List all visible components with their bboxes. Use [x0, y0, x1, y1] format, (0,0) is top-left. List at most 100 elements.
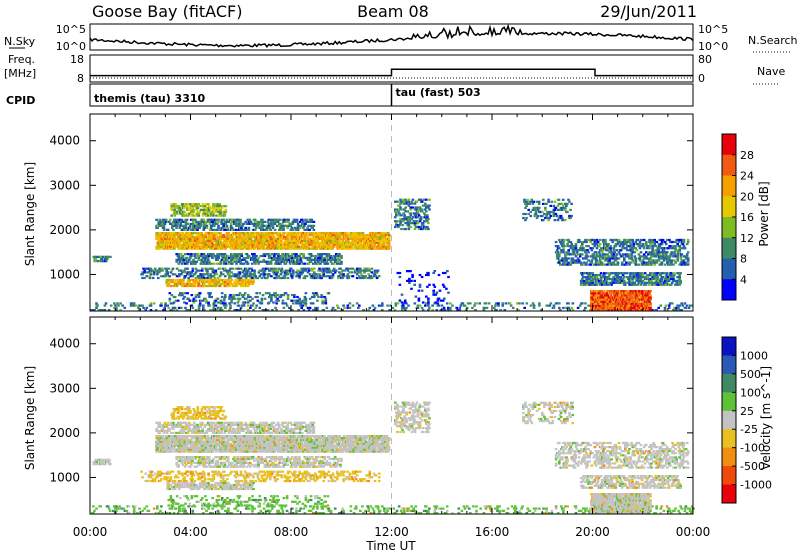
echo-cell — [230, 295, 233, 299]
echo-cell — [271, 224, 275, 227]
echo-cell — [675, 238, 678, 242]
echo-cell — [320, 243, 324, 246]
echo-cell — [275, 224, 279, 227]
echo-cell — [530, 200, 534, 203]
echo-cell — [346, 304, 350, 307]
echo-cell — [681, 243, 685, 246]
echo-cell — [246, 222, 250, 225]
echo-cell — [197, 306, 201, 309]
echo-cell — [309, 260, 313, 263]
echo-cell — [686, 257, 690, 260]
echo-cell — [239, 280, 243, 284]
echo-cell — [296, 222, 300, 225]
echo-cell — [493, 306, 496, 309]
echo-cell — [366, 269, 369, 272]
echo-cell — [419, 216, 423, 219]
echo-cell — [313, 235, 317, 239]
echo-cell — [235, 262, 238, 265]
nave-label: Nave — [757, 65, 785, 78]
echo-cell — [213, 282, 217, 286]
echo-cell — [241, 280, 245, 284]
echo-cell — [188, 245, 192, 248]
echo-cell — [196, 237, 199, 240]
echo-cell — [338, 239, 342, 242]
echo-cell — [557, 202, 561, 205]
echo-cell — [235, 309, 239, 312]
echo-cell — [607, 255, 610, 258]
echo-cell — [287, 258, 291, 261]
echo-cell — [203, 208, 207, 211]
echo-cell — [416, 306, 420, 309]
echo-cell — [347, 237, 350, 240]
echo-cell — [377, 275, 381, 278]
echo-cell — [371, 243, 374, 246]
echo-cell — [207, 275, 210, 278]
echo-cell — [612, 253, 616, 256]
echo-cell — [202, 224, 206, 227]
echo-cell — [264, 247, 267, 250]
echo-cell — [164, 302, 167, 305]
echo-cell — [207, 208, 211, 211]
echo-cell — [223, 304, 226, 307]
echo-cell — [651, 253, 654, 256]
echo-cell — [377, 247, 381, 250]
echo-cell — [673, 255, 676, 258]
echo-cell — [199, 222, 202, 225]
echo-cell — [258, 237, 261, 240]
echo-cell — [280, 267, 284, 270]
echo-cell — [604, 238, 607, 242]
echo-cell — [403, 216, 406, 219]
echo-cell — [107, 255, 110, 258]
echo-cell — [249, 243, 253, 246]
echo-cell — [558, 255, 561, 258]
echo-cell — [325, 275, 329, 278]
echo-cell — [321, 258, 324, 261]
echo-cell — [277, 239, 281, 242]
echo-cell — [525, 204, 528, 207]
echo-cell — [545, 214, 548, 218]
echo-cell — [415, 220, 419, 223]
echo-cell — [215, 309, 219, 312]
echo-cell — [398, 224, 401, 227]
echo-cell — [340, 260, 343, 263]
echo-cell — [336, 262, 339, 265]
echo-cell — [189, 222, 193, 225]
echo-cell — [236, 276, 240, 280]
echo-cell — [103, 257, 107, 261]
echo-cell — [335, 234, 339, 237]
echo-cell — [220, 220, 223, 223]
echo-cell — [532, 306, 536, 309]
echo-cell — [217, 247, 220, 250]
echo-cell — [576, 306, 580, 309]
echo-cell — [441, 271, 445, 275]
echo-cell — [192, 220, 195, 223]
echo-cell — [186, 205, 189, 208]
echo-cell — [320, 254, 323, 258]
echo-cell — [404, 210, 407, 213]
echo-cell — [106, 257, 109, 261]
echo-cell — [216, 228, 219, 231]
echo-cell — [182, 226, 186, 229]
echo-cell — [191, 275, 195, 278]
echo-cell — [191, 247, 194, 250]
echo-cell — [219, 306, 223, 309]
echo-cell — [403, 214, 406, 217]
echo-cell — [290, 234, 294, 237]
echo-cell — [182, 210, 186, 213]
echo-cell — [570, 243, 574, 246]
echo-cell — [587, 251, 590, 254]
echo-cell — [220, 226, 223, 229]
echo-cell — [290, 267, 293, 270]
echo-cell — [290, 247, 294, 250]
echo-cell — [202, 275, 205, 278]
echo-cell — [616, 261, 620, 264]
echo-cell — [251, 304, 254, 307]
echo-cell — [240, 234, 243, 237]
echo-cell — [196, 206, 200, 210]
echo-cell — [301, 239, 304, 242]
echo-cell — [152, 302, 156, 305]
echo-cell — [197, 232, 200, 235]
echo-cell — [221, 235, 224, 239]
echo-cell — [581, 279, 584, 282]
echo-cell — [221, 253, 225, 256]
